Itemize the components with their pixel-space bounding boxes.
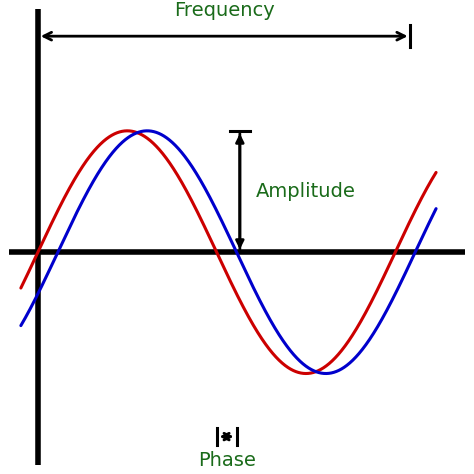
Text: Amplitude: Amplitude [256, 182, 356, 201]
Text: Frequency: Frequency [174, 1, 274, 20]
Text: Phase: Phase [198, 451, 255, 470]
